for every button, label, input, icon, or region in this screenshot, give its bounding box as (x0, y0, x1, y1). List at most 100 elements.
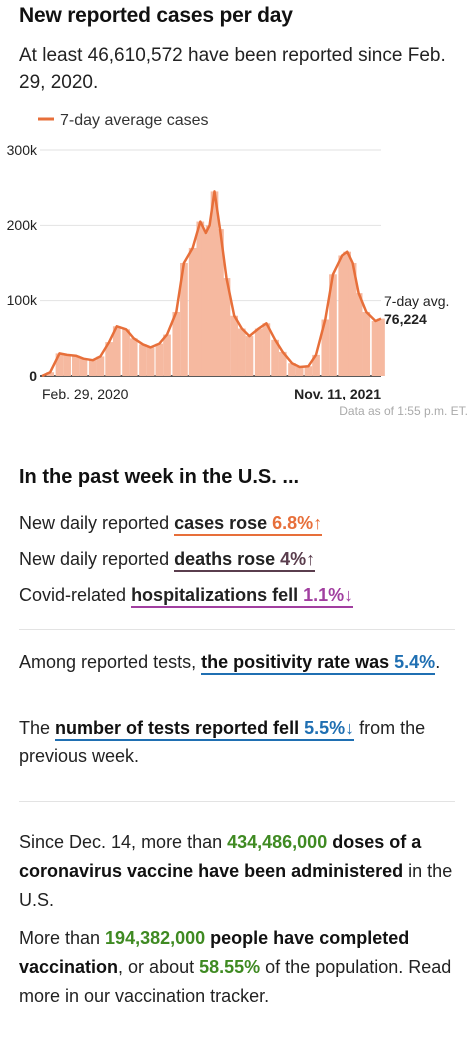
x-tick-end: Nov. 11, 2021 (294, 386, 381, 400)
tests-value: 5.5% (304, 718, 346, 738)
page-title: New reported cases per day (19, 4, 293, 27)
stat-hosp-prefix: Covid-related (19, 585, 132, 605)
chart-bar (329, 274, 337, 376)
chart-bar (338, 255, 347, 376)
chart-bar (222, 278, 231, 376)
doses-bold: doses of a coronavirus vaccine have been… (19, 832, 422, 881)
chart-bar (354, 293, 363, 376)
positivity-label: the positivity rate was (201, 652, 395, 672)
stat-cases-highlight: cases rose 6.8%↑ (174, 513, 323, 536)
chart-bar (271, 339, 279, 376)
chart-bar (129, 338, 138, 376)
chart-bar (362, 311, 371, 376)
chart-bar (343, 251, 352, 376)
completed-bold: people have completed vaccination (19, 928, 410, 977)
stat-deaths: New daily reported deaths rose 4%↑ (19, 549, 316, 572)
y-tick-0: 0 (29, 368, 37, 384)
y-tick-200k: 200k (7, 217, 38, 233)
completed-count: 194,382,000 (105, 928, 206, 948)
divider (19, 629, 455, 630)
legend-label: 7-day average cases (60, 112, 209, 129)
chart-bar (216, 229, 224, 376)
completed-c: , or about (118, 957, 200, 977)
chart-bar (79, 358, 88, 376)
positivity-value: 5.4% (394, 652, 436, 672)
end-label-title: 7-day avg. (384, 293, 449, 309)
arrow-down-icon: ↓ (344, 585, 354, 605)
chart-bar (262, 323, 271, 376)
x-tick-start: Feb. 29, 2020 (42, 386, 129, 400)
chart-bar (55, 353, 64, 376)
stat-cases: New daily reported cases rose 6.8%↑ (19, 513, 323, 536)
tests-end: from the previous week. (19, 718, 426, 766)
chart-bar (245, 336, 254, 376)
tests-highlight: number of tests reported fell 5.5%↓ (55, 718, 355, 741)
chart-bar (155, 343, 164, 376)
arrow-up-icon: ↑ (306, 549, 316, 569)
chart-bar (371, 321, 380, 376)
chart-bar (205, 225, 214, 376)
positivity-highlight: the positivity rate was 5.4% (201, 652, 436, 675)
data-note: Data as of 1:55 p.m. ET. (339, 404, 468, 418)
completed-pct: 58.55% (199, 957, 261, 977)
chart-bars (46, 191, 385, 376)
chart-bar (122, 329, 130, 376)
doses-c: in the U.S. (19, 861, 453, 910)
y-tick-100k: 100k (7, 292, 38, 308)
chart-bar (46, 372, 55, 376)
chart-bar (71, 355, 80, 376)
stat-cases-prefix: New daily reported (19, 513, 175, 533)
chart-average-line (41, 190, 382, 378)
stat-hosp-highlight: hospitalizations fell 1.1%↓ (131, 585, 354, 608)
tests-count: The number of tests reported fell 5.5%↓ … (19, 714, 459, 770)
divider (19, 801, 455, 802)
chart-bar (321, 319, 330, 376)
chart-bar (312, 354, 320, 376)
stat-cases-value: 6.8% (272, 513, 314, 533)
chart-bar (288, 363, 296, 376)
chart-bar (112, 326, 121, 376)
stat-deaths-label: deaths rose (174, 549, 281, 569)
completed-a: More than (19, 928, 106, 948)
chart-bar (88, 360, 97, 376)
week-heading: In the past week in the U.S. ... (19, 466, 300, 488)
chart-bar (210, 191, 219, 376)
chart-bar (237, 328, 246, 376)
stat-cases-label: cases rose (174, 513, 273, 533)
chart-bar (304, 366, 313, 376)
positivity-prefix: Among reported tests, (19, 652, 202, 672)
doses-a: Since Dec. 14, more than (19, 832, 228, 852)
stat-hosp-value: 1.1% (303, 585, 345, 605)
y-tick-300k: 300k (7, 142, 38, 158)
chart-bar (105, 342, 113, 376)
chart-bar (63, 354, 71, 376)
end-label-value: 76,224 (384, 311, 427, 327)
chart-bar (377, 318, 385, 376)
chart-bar (188, 247, 197, 376)
positivity-end: . (435, 652, 441, 672)
tests-prefix: The (19, 718, 56, 738)
series-line (41, 190, 382, 378)
chart-bar (348, 263, 357, 376)
tests-label: number of tests reported fell (55, 718, 305, 738)
page-subtitle: At least 46,610,572 have been reported s… (19, 45, 446, 93)
doses-count: 434,486,000 (227, 832, 328, 852)
tests-positivity: Among reported tests, the positivity rat… (19, 648, 459, 676)
arrow-down-icon: ↓ (345, 718, 355, 738)
chart-bar (96, 356, 105, 376)
chart-bar (139, 344, 147, 376)
chart-bar (196, 221, 205, 376)
chart-bar (180, 263, 188, 376)
stat-deaths-prefix: New daily reported (19, 549, 175, 569)
stat-hospitalizations: Covid-related hospitalizations fell 1.1%… (19, 585, 354, 608)
cases-chart: 7-day average cases 300k 200k 100k 0 Feb… (7, 112, 450, 400)
chart-bar (230, 315, 239, 376)
arrow-up-icon: ↑ (313, 513, 323, 533)
chart-bar (146, 347, 155, 376)
chart-bar (295, 366, 304, 376)
stat-deaths-highlight: deaths rose 4%↑ (174, 549, 316, 572)
chart-bar (254, 328, 263, 376)
completed-d: of the population. Read more in our vacc… (19, 957, 452, 1006)
stat-deaths-value: 4% (280, 549, 307, 569)
chart-bar (163, 334, 171, 376)
